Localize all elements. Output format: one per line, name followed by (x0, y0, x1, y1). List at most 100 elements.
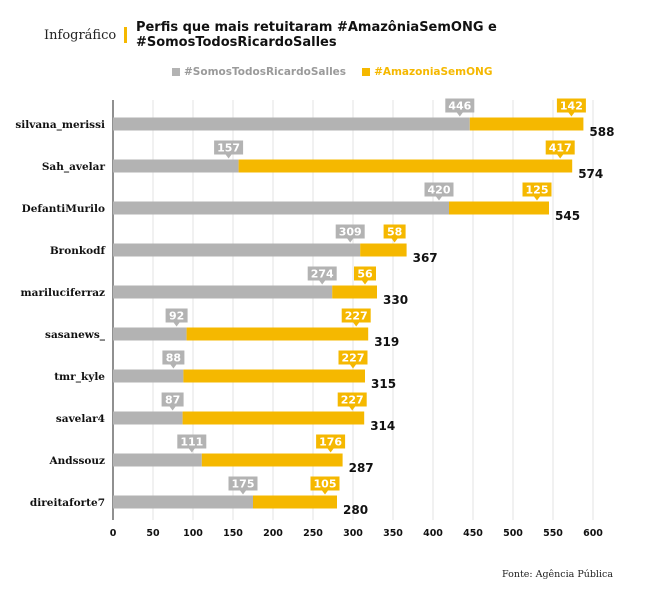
value-callout-somostodos-box (177, 434, 207, 449)
total-label: 287 (349, 461, 374, 475)
value-callout-amazonia-pointer (534, 196, 540, 201)
x-tick-label: 400 (423, 528, 443, 539)
value-callout-somostodos-text: 87 (165, 394, 180, 407)
x-tick-label: 150 (223, 528, 243, 539)
bar-amazonia (360, 243, 407, 257)
value-callout-somostodos: 157 (214, 140, 244, 159)
value-callout-amazonia: 56 (354, 266, 376, 285)
legend-swatch-gray (172, 68, 180, 76)
value-callout-somostodos: 175 (228, 476, 258, 495)
chart-legend: #SomosTodosRicardoSalles #AmazoniaSemONG (172, 66, 492, 78)
value-callout-somostodos-pointer (169, 406, 176, 411)
category-label: silvana_merissi (15, 119, 105, 132)
value-callout-somostodos: 88 (162, 350, 185, 369)
total-label: 319 (374, 335, 399, 349)
value-callout-amazonia-text: 125 (526, 184, 549, 197)
legend-label-amazonia: #AmazoniaSemONG (374, 66, 493, 78)
total-label: 588 (589, 125, 614, 139)
total-label: 280 (343, 503, 368, 517)
bar-somostodos (113, 117, 470, 131)
value-callout-somostodos-box (335, 224, 365, 239)
chart-title: Perfis que mais retuitaram #AmazôniaSemO… (135, 20, 497, 50)
category-label: savelar4 (56, 413, 105, 425)
value-callout-somostodos-pointer (188, 448, 195, 453)
value-callout-amazonia-box (338, 350, 368, 365)
x-tick-label: 350 (383, 528, 403, 539)
bar-somostodos (113, 495, 253, 509)
value-callout-amazonia-pointer (391, 238, 398, 243)
value-callout-somostodos-box (162, 350, 185, 365)
x-tick-label: 50 (146, 528, 160, 539)
value-callout-somostodos-text: 88 (166, 352, 181, 365)
value-callout-amazonia-pointer (322, 490, 328, 495)
value-callout-somostodos-text: 309 (339, 226, 362, 239)
bar-somostodos (113, 159, 239, 173)
value-callout-amazonia: 105 (310, 476, 340, 495)
header-divider (124, 27, 127, 43)
value-callout-somostodos: 420 (424, 182, 454, 201)
total-label: 367 (413, 251, 438, 265)
value-callout-somostodos-text: 157 (217, 142, 240, 155)
value-callout-somostodos: 87 (161, 392, 184, 411)
value-callout-somostodos: 111 (177, 434, 207, 453)
value-callout-somostodos-pointer (240, 490, 246, 495)
value-callout-amazonia-text: 227 (345, 310, 368, 323)
category-label: Bronkodf (50, 245, 107, 257)
value-callout-somostodos-box (445, 98, 475, 113)
kicker-label: Infográfico (44, 27, 117, 43)
x-tick-label: 600 (583, 528, 603, 539)
value-callout-somostodos-text: 175 (232, 478, 255, 491)
value-callout-amazonia-pointer (327, 448, 334, 453)
value-callout-somostodos-text: 274 (311, 268, 334, 281)
source-note: Fonte: Agência Pública (502, 569, 613, 580)
value-callout-somostodos-box (228, 476, 258, 491)
value-callout-somostodos-pointer (173, 322, 180, 327)
value-callout-amazonia-text: 227 (341, 394, 364, 407)
value-callout-somostodos-box (424, 182, 454, 197)
value-callout-amazonia-pointer (557, 154, 564, 159)
value-callout-amazonia-text: 142 (560, 100, 583, 113)
bar-somostodos (113, 411, 183, 425)
value-callout-somostodos-text: 446 (448, 100, 471, 113)
x-tick-label: 450 (463, 528, 483, 539)
x-tick-label: 300 (343, 528, 363, 539)
value-callout-amazonia-text: 56 (357, 268, 373, 281)
value-callout-somostodos-box (165, 308, 188, 323)
bar-somostodos (113, 243, 361, 257)
legend-swatch-yellow (362, 68, 371, 76)
value-callout-amazonia-text: 417 (549, 142, 572, 155)
value-callout-somostodos-pointer (225, 154, 232, 159)
value-callout-amazonia: 125 (522, 182, 552, 201)
value-callout-amazonia: 142 (556, 98, 586, 117)
value-callout-amazonia: 58 (383, 224, 406, 243)
value-callout-amazonia-box (316, 434, 346, 449)
legend-label-somostodos: #SomosTodosRicardoSalles (184, 66, 347, 78)
value-callout-amazonia: 227 (337, 392, 367, 411)
bar-amazonia (253, 495, 337, 509)
category-label: sasanews_ (45, 329, 106, 342)
bar-somostodos (113, 453, 202, 467)
bar-somostodos (113, 369, 184, 383)
total-label: 314 (370, 419, 395, 433)
category-label: DefantiMurilo (22, 203, 105, 215)
bar-somostodos (113, 327, 187, 341)
category-label: direitaforte7 (30, 497, 105, 509)
category-label: Andssouz (48, 455, 105, 467)
category-label: mariluciferraz (21, 287, 106, 299)
value-callout-amazonia-box (522, 182, 552, 197)
total-label: 315 (371, 377, 396, 391)
value-callout-amazonia-box (556, 98, 586, 113)
x-tick-label: 250 (303, 528, 323, 539)
value-callout-amazonia-box (383, 224, 406, 239)
value-callout-somostodos-pointer (170, 364, 177, 369)
value-callout-amazonia-box (310, 476, 340, 491)
value-callout-somostodos-box (307, 266, 337, 281)
value-callout-amazonia-text: 105 (314, 478, 337, 491)
value-callout-somostodos-text: 420 (428, 184, 451, 197)
value-callout-amazonia-pointer (353, 322, 360, 327)
legend-item-amazonia: #AmazoniaSemONG (362, 66, 492, 78)
value-callout-amazonia-pointer (350, 364, 356, 369)
value-callout-amazonia-text: 58 (387, 226, 402, 239)
category-label: tmr_kyle (54, 371, 105, 384)
